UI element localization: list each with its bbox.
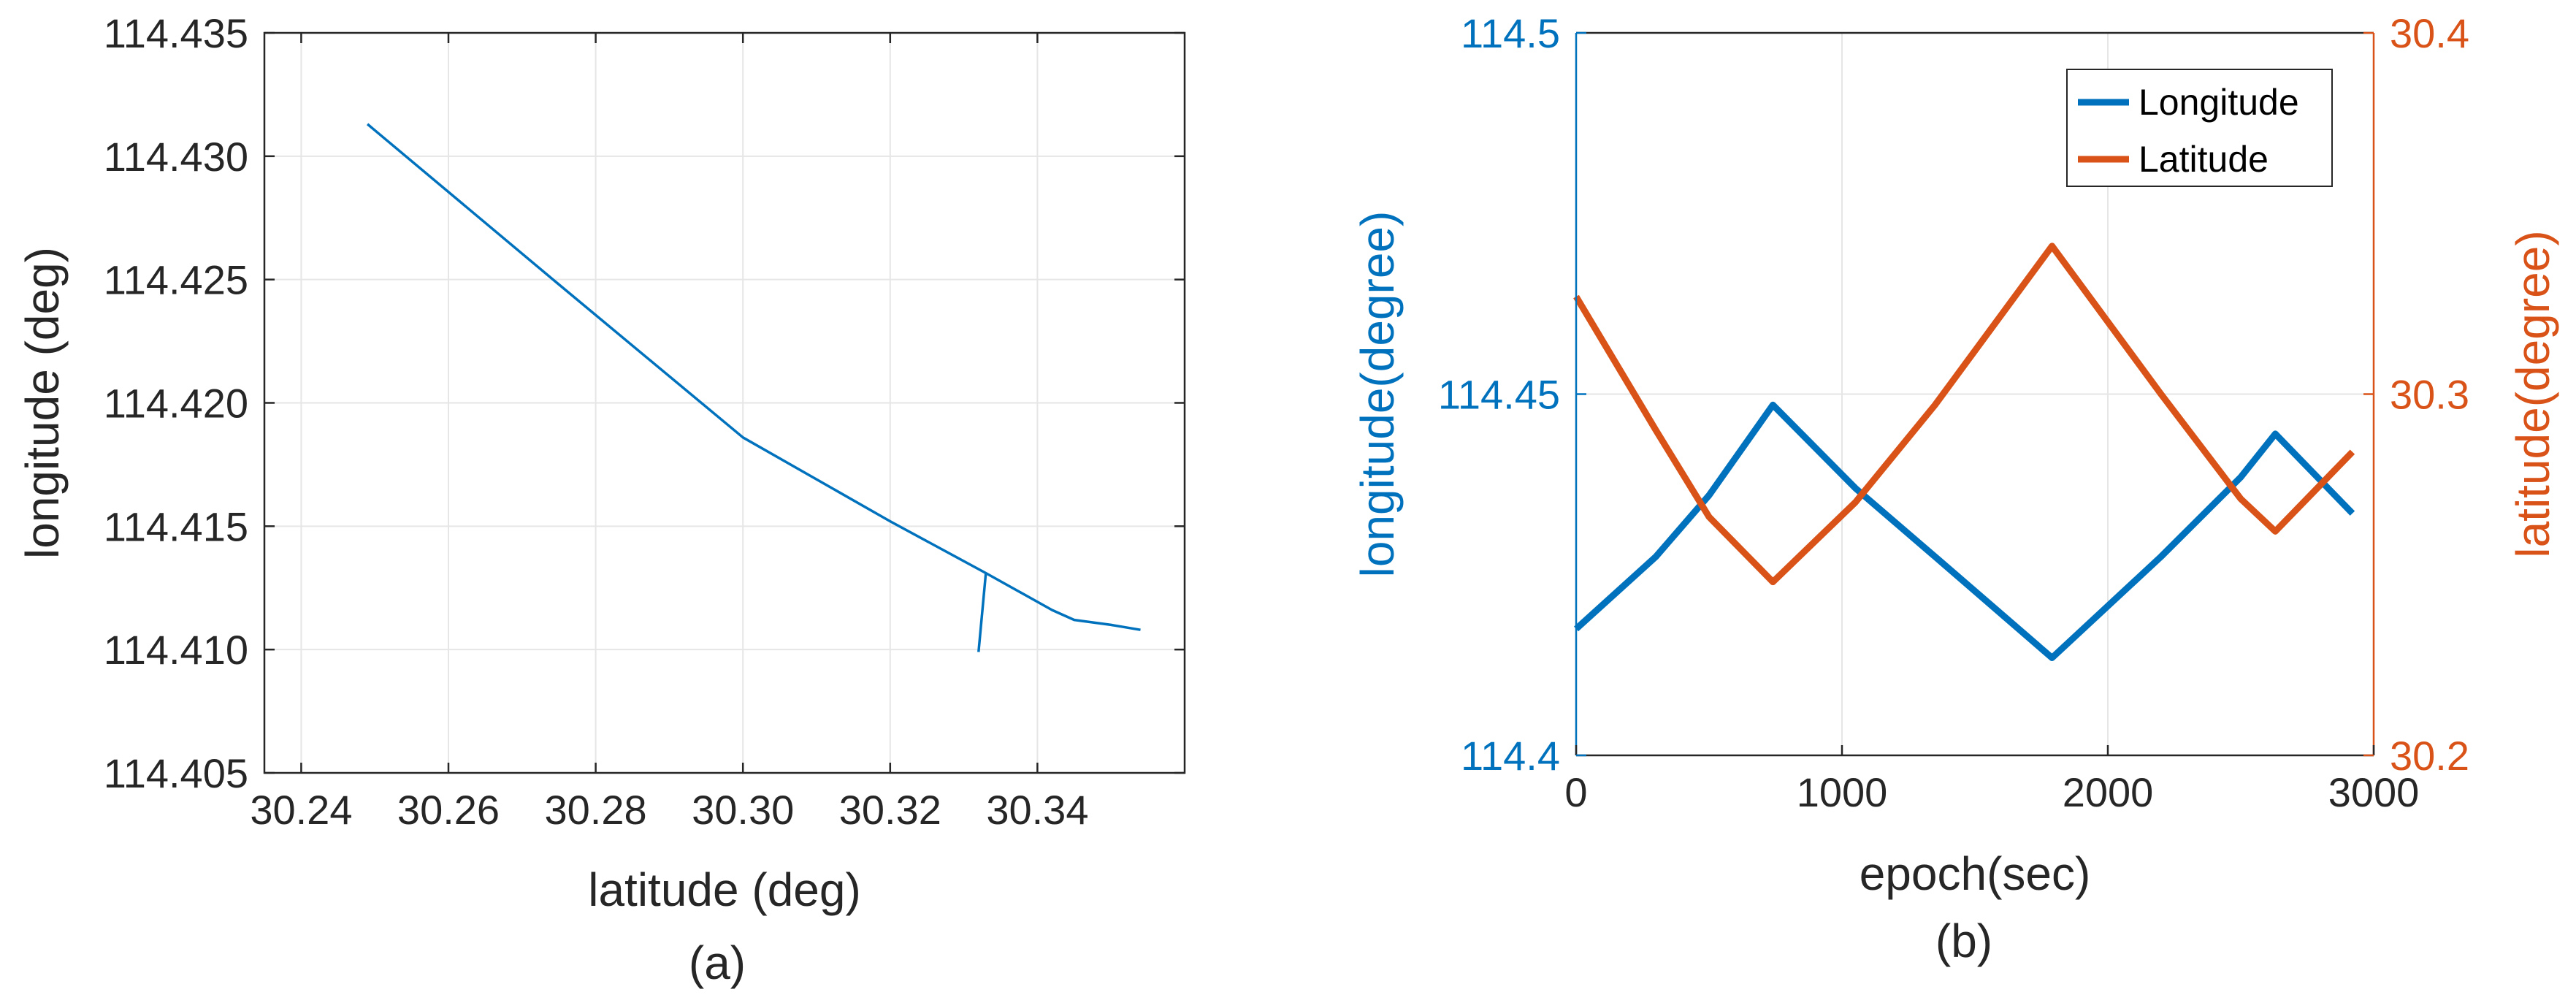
right-y-tick-label: 30.3 xyxy=(2390,372,2469,418)
panel-label-b: (b) xyxy=(1935,915,1992,967)
y-tick-label: 114.420 xyxy=(104,381,248,427)
legend-label-latitude: Latitude xyxy=(2139,139,2269,180)
left-y-tick-label: 114.45 xyxy=(1438,372,1560,418)
x-tick-label: 30.34 xyxy=(986,787,1088,833)
y-tick-label: 114.405 xyxy=(104,750,248,796)
y-tick-label: 114.435 xyxy=(104,10,248,56)
y-tick-label: 114.410 xyxy=(104,627,248,673)
right-y-tick-label: 30.4 xyxy=(2390,10,2469,56)
y-tick-label: 114.430 xyxy=(104,134,248,180)
left-y-tick-label: 114.4 xyxy=(1461,733,1560,779)
trajectory-line-1 xyxy=(977,573,987,652)
x-tick-label: 30.26 xyxy=(397,787,500,833)
x-tick-label: 3000 xyxy=(2328,769,2420,815)
panel-b-time-series: 0 1000 2000 3000 114.4 114.45 114.5 30.2 30.3 30.… xyxy=(1351,10,2559,967)
x-tick-label: 30.28 xyxy=(545,787,647,833)
y-axis-label: longitude (deg) xyxy=(16,247,69,559)
left-y-tick-label: 114.5 xyxy=(1461,10,1560,56)
longitude-series-line xyxy=(1573,401,2355,661)
x-tick-label: 0 xyxy=(1564,769,1587,815)
panel-label-a: (a) xyxy=(689,937,746,989)
legend: Longitude Latitude xyxy=(2066,69,2333,187)
trajectory-line-0 xyxy=(366,123,1141,631)
x-axis-label: epoch(sec) xyxy=(1860,847,2091,900)
legend-label-longitude: Longitude xyxy=(2139,82,2299,123)
panel-a-longitude-vs-latitude: 30.24 30.26 30.28 30.30 30.32 30.34 114.405 114… xyxy=(16,10,1186,989)
x-tick-label: 30.30 xyxy=(692,787,794,833)
x-tick-label: 1000 xyxy=(1797,769,1888,815)
left-y-axis-label: longitude(degree) xyxy=(1351,211,1404,578)
x-tick-label: 30.24 xyxy=(250,787,352,833)
right-y-axis-label: latitude(degree) xyxy=(2507,230,2559,557)
x-tick-label: 30.32 xyxy=(839,787,941,833)
right-y-tick-label: 30.2 xyxy=(2390,733,2469,779)
y-tick-label: 114.415 xyxy=(104,503,248,549)
latitude-series-line xyxy=(1573,243,2355,586)
legend-box xyxy=(2066,69,2333,187)
y-tick-label: 114.425 xyxy=(104,257,248,303)
x-axis-label: latitude (deg) xyxy=(588,863,861,916)
x-tick-label: 2000 xyxy=(2063,769,2154,815)
